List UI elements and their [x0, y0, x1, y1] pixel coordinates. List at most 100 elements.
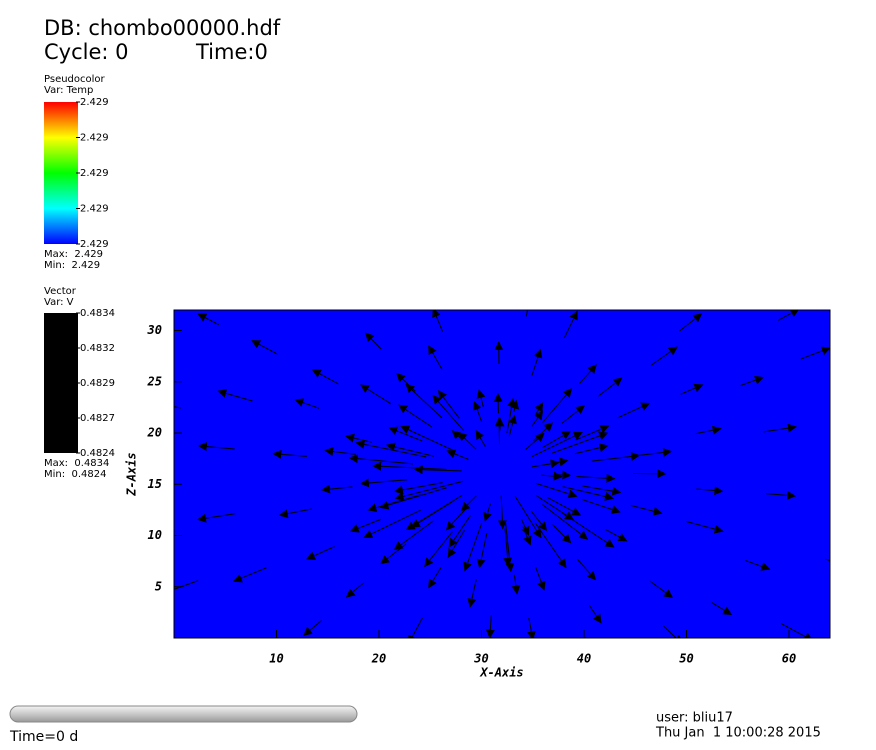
vector-glyph — [650, 346, 678, 367]
vector-glyph — [476, 389, 486, 408]
vector-glyph — [324, 447, 356, 456]
vector-glyph — [763, 423, 797, 433]
vector-glyph — [359, 478, 408, 488]
vector-glyph — [740, 375, 765, 387]
date-info: Thu Jan 1 10:00:28 2015 — [655, 726, 821, 741]
vector-glyph — [306, 546, 335, 560]
y-tick-label: 20 — [147, 426, 162, 440]
vector-glyph — [695, 425, 722, 435]
vector-glyph — [448, 515, 472, 548]
vector-glyph — [483, 503, 492, 522]
vector-glyph — [379, 487, 447, 510]
vector-glyph — [598, 377, 623, 397]
vector-glyph — [432, 310, 443, 332]
vector-glyph — [617, 402, 651, 419]
vector-glyph — [367, 494, 421, 513]
vector-glyph — [680, 383, 704, 395]
y-tick-label: 5 — [155, 579, 162, 593]
vector-glyph — [437, 390, 460, 419]
x-tick-label: 10 — [269, 652, 283, 666]
vector-glyph — [579, 364, 597, 384]
vector-glyph — [196, 513, 236, 523]
legend-label: 2.429 — [80, 204, 109, 215]
vector-glyph — [272, 449, 307, 459]
legend-variable: Var: V — [44, 297, 74, 308]
vector-glyph — [400, 262, 410, 282]
vector-glyph — [217, 389, 253, 402]
vector-glyph — [445, 507, 467, 531]
vector-glyph — [535, 567, 546, 591]
vector-glyph — [744, 645, 766, 661]
vector-glyph — [197, 313, 219, 326]
vector-glyph — [663, 625, 683, 638]
vector-glyph — [608, 654, 621, 676]
vector-glyph — [386, 442, 434, 457]
x-axis-label: X-Axis — [479, 666, 523, 680]
legend-label: 0.4832 — [80, 343, 115, 354]
vector-legend: Vector Var: V Max: 0.4834 Min: 0.4824 0.… — [44, 286, 115, 480]
vector-glyph — [410, 500, 455, 528]
vector-glyph — [535, 482, 578, 499]
vector-glyph — [825, 558, 830, 561]
vector-glyph — [393, 520, 434, 551]
legend-label: 0.4834 — [80, 308, 115, 319]
pseudocolor-legend: Pseudocolor Var: Temp Max: 2.429 Min: 2.… — [44, 74, 109, 271]
vector-glyph — [454, 670, 458, 689]
time-slider-label: Time=0 d — [9, 729, 78, 745]
vector-glyph — [342, 233, 353, 250]
vector-glyph — [463, 522, 483, 572]
vector-glyph — [460, 495, 477, 512]
vector-glyph — [508, 414, 517, 437]
vector-glyph — [574, 443, 609, 455]
vector-glyph — [497, 495, 507, 530]
vector-glyph — [303, 620, 322, 636]
legend-min: Min: 2.429 — [44, 260, 100, 271]
vector-glyph — [711, 602, 733, 616]
vector-glyph — [839, 435, 875, 439]
vector-glyph — [545, 200, 548, 219]
vector-glyph — [462, 198, 465, 222]
vector-glyph — [638, 447, 673, 457]
legend-variable: Var: Temp — [44, 85, 93, 96]
vector-glyph — [582, 485, 622, 496]
vector-glyph — [294, 398, 320, 409]
color-bar — [44, 313, 78, 453]
x-tick-label: 30 — [473, 652, 488, 666]
vector-glyph — [360, 384, 392, 405]
vector-glyph — [561, 405, 586, 424]
vector-glyph — [251, 340, 278, 355]
vector-glyph — [547, 497, 582, 516]
vector-glyph — [533, 730, 536, 750]
vector-glyph — [174, 406, 182, 409]
vector-glyph — [320, 289, 336, 305]
vector-glyph — [278, 508, 312, 519]
vector-glyph — [563, 310, 578, 339]
vector-glyph — [527, 617, 536, 638]
vector-glyph — [349, 518, 382, 533]
vector-glyph — [485, 615, 495, 638]
x-tick-label: 60 — [782, 652, 796, 666]
vector-glyph — [591, 451, 641, 462]
vector-glyph — [321, 484, 353, 494]
vector-glyph — [638, 286, 654, 306]
vector-glyph — [514, 495, 542, 539]
vector-glyph — [364, 708, 375, 729]
vector-glyph — [530, 510, 548, 532]
legend-min: Min: 0.4824 — [44, 469, 106, 480]
legend-label: 0.4824 — [80, 448, 115, 459]
vector-glyph — [364, 332, 382, 350]
legend-label: 0.4827 — [80, 413, 115, 424]
vector-glyph — [542, 388, 573, 423]
time: Time:0 — [195, 40, 268, 64]
vector-glyph — [345, 582, 365, 598]
vector-glyph — [696, 486, 724, 496]
vector-glyph — [447, 530, 465, 558]
vector-glyph — [531, 410, 544, 427]
vector-glyph — [727, 265, 753, 286]
time-slider[interactable] — [9, 705, 358, 723]
vector-glyph — [388, 426, 423, 442]
y-tick-label: 10 — [148, 528, 162, 542]
plot-frame — [173, 309, 831, 639]
vector-glyph — [400, 425, 454, 452]
legend-label: 2.429 — [80, 239, 109, 250]
